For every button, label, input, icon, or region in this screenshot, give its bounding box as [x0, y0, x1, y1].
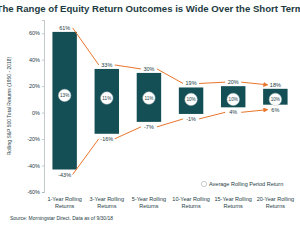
legend: Average Rolling Period Return [201, 181, 283, 187]
average-dot [185, 93, 197, 105]
plot-area [52, 32, 287, 170]
low-arrow [73, 139, 99, 175]
low-arrow [115, 127, 141, 139]
range-bar [263, 89, 287, 105]
range-bar [52, 32, 76, 170]
x-tick-label: 1-Year RollingReturns [47, 196, 81, 209]
low-label: -1% [186, 116, 196, 122]
average-dot [143, 92, 155, 104]
x-tick-label: 15-Year RollingReturns [215, 196, 252, 209]
y-tick: -60% [27, 189, 44, 195]
average-label: 11% [145, 96, 154, 101]
low-label: -16% [100, 136, 113, 142]
y-tick-label: -20% [27, 136, 40, 142]
title: The Range of Equity Return Outcomes is W… [0, 3, 300, 14]
trend-arrows [73, 28, 268, 175]
average-label: 10% [186, 97, 195, 102]
y-tick: 20% [29, 83, 44, 89]
chart: The Range of Equity Return Outcomes is W… [0, 0, 300, 225]
y-tick-mark [42, 192, 44, 193]
low-label: -7% [144, 124, 154, 130]
y-tick-mark [42, 60, 44, 61]
x-tick-label: 3-Year RollingReturns [90, 196, 124, 209]
x-tick-label: 10-Year RollingReturns [172, 196, 209, 209]
y-axis-line [42, 21, 45, 193]
y-axis: -60% -40% -20% 0% 20% 40% 60% [27, 21, 44, 196]
low-label: 6% [271, 107, 279, 113]
high-arrow [73, 28, 99, 65]
high-label: 33% [101, 62, 112, 68]
average-label: 10% [229, 97, 238, 102]
average-dot [227, 93, 239, 105]
y-tick-mark [42, 113, 44, 114]
y-tick: 40% [29, 57, 44, 63]
y-tick: 0% [32, 110, 44, 116]
range-bar [137, 73, 161, 122]
y-tick-label: 60% [29, 30, 40, 36]
x-tick-label: 5-Year RollingReturns [132, 196, 166, 209]
legend-label: Average Rolling Period Return [209, 181, 283, 187]
y-tick: 60% [29, 30, 44, 36]
average-label: 10% [271, 97, 280, 102]
range-bar [95, 69, 119, 134]
low-arrow [241, 110, 267, 113]
average-dot [101, 92, 113, 104]
data-labels: 61% 33% 30% 19% 20% 18% -43% -16% -7% -1% 4% 6% 13% 1… [58, 25, 281, 178]
high-arrow [241, 82, 267, 85]
high-arrow [115, 65, 141, 69]
y-tick-label: 40% [29, 57, 40, 63]
y-axis-title: Rolling S&P 500 Total Returns (1950 - 20… [6, 56, 12, 155]
x-tick-label: 20-Year RollingReturns [257, 196, 294, 209]
high-label: 19% [186, 80, 197, 86]
low-label: -43% [58, 172, 71, 178]
y-tick-mark [42, 166, 44, 167]
high-label: 18% [270, 82, 281, 88]
y-tick: -40% [27, 163, 44, 169]
high-label: 30% [143, 66, 154, 72]
average-label: 13% [60, 93, 69, 98]
average-dot [269, 93, 281, 105]
high-arrow [157, 69, 183, 84]
range-bar [179, 87, 203, 113]
high-label: 61% [59, 25, 70, 31]
legend-marker [201, 181, 206, 186]
y-tick: -20% [27, 136, 44, 142]
y-tick-mark [42, 139, 44, 140]
y-tick-label: 20% [29, 83, 40, 89]
y-tick-label: -60% [27, 189, 40, 195]
high-arrow [199, 82, 225, 83]
y-tick-label: -40% [27, 163, 40, 169]
y-tick-mark [42, 86, 44, 87]
range-bar [221, 86, 245, 107]
low-label: 4% [229, 109, 237, 115]
source-note: Source: Morningstar Direct. Data as of 9… [10, 215, 113, 221]
x-axis: 1-Year RollingReturns 3-Year RollingRetur… [47, 196, 294, 209]
average-label: 11% [102, 96, 111, 101]
high-label: 20% [228, 79, 239, 85]
low-arrow [157, 119, 183, 127]
low-arrow [199, 112, 225, 119]
average-dot [58, 89, 70, 101]
y-tick-mark [42, 33, 44, 34]
y-tick-label: 0% [32, 110, 40, 116]
